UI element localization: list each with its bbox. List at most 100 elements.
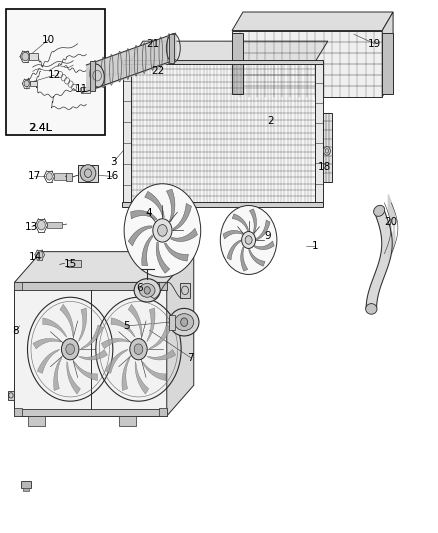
Polygon shape xyxy=(171,228,198,241)
Polygon shape xyxy=(37,349,60,374)
Polygon shape xyxy=(81,325,103,349)
Bar xyxy=(159,408,167,416)
Circle shape xyxy=(46,173,52,180)
Ellipse shape xyxy=(134,279,160,302)
Circle shape xyxy=(124,184,201,277)
Polygon shape xyxy=(256,220,270,240)
Text: 7: 7 xyxy=(187,353,194,362)
Text: 18: 18 xyxy=(318,162,331,172)
Circle shape xyxy=(242,231,255,248)
Bar xyxy=(67,260,81,266)
Polygon shape xyxy=(14,282,167,416)
Circle shape xyxy=(220,206,277,274)
Bar xyxy=(29,53,38,60)
Polygon shape xyxy=(149,325,171,349)
Polygon shape xyxy=(43,318,67,337)
Bar xyxy=(66,173,72,181)
Circle shape xyxy=(153,219,172,242)
Circle shape xyxy=(158,224,167,236)
Polygon shape xyxy=(145,191,164,217)
Bar xyxy=(232,33,243,94)
Polygon shape xyxy=(119,416,136,425)
Polygon shape xyxy=(14,282,167,290)
Ellipse shape xyxy=(175,314,194,330)
Bar xyxy=(170,315,175,329)
Circle shape xyxy=(37,251,43,259)
Polygon shape xyxy=(28,416,45,425)
Polygon shape xyxy=(60,304,74,337)
Text: 5: 5 xyxy=(124,321,130,331)
Polygon shape xyxy=(111,318,135,337)
Text: 11: 11 xyxy=(75,84,88,94)
Circle shape xyxy=(24,80,29,87)
Bar xyxy=(14,282,22,290)
Bar xyxy=(78,165,99,182)
Polygon shape xyxy=(14,252,194,282)
Polygon shape xyxy=(101,338,130,349)
Text: 4: 4 xyxy=(145,208,152,219)
Ellipse shape xyxy=(90,64,104,87)
Polygon shape xyxy=(78,350,107,360)
Polygon shape xyxy=(74,361,98,381)
Polygon shape xyxy=(241,247,248,271)
Text: 12: 12 xyxy=(48,70,61,80)
Text: 16: 16 xyxy=(106,172,119,181)
Polygon shape xyxy=(78,308,87,342)
Text: 10: 10 xyxy=(42,35,55,45)
Ellipse shape xyxy=(170,309,199,336)
Polygon shape xyxy=(250,209,257,233)
Polygon shape xyxy=(122,357,130,391)
Polygon shape xyxy=(135,361,149,394)
Text: 2: 2 xyxy=(267,116,274,126)
Polygon shape xyxy=(122,60,323,64)
Text: 20: 20 xyxy=(385,217,397,228)
Polygon shape xyxy=(223,230,243,239)
Polygon shape xyxy=(142,235,153,266)
Polygon shape xyxy=(322,113,332,182)
Circle shape xyxy=(144,287,150,294)
Polygon shape xyxy=(167,252,194,416)
Polygon shape xyxy=(14,409,167,416)
Bar xyxy=(30,81,37,86)
Polygon shape xyxy=(147,350,176,360)
Bar xyxy=(6,9,105,135)
Bar xyxy=(382,33,393,94)
Polygon shape xyxy=(130,41,328,62)
Text: 21: 21 xyxy=(146,39,159,49)
Circle shape xyxy=(66,344,74,354)
Text: 3: 3 xyxy=(110,157,117,166)
Polygon shape xyxy=(131,211,157,220)
Text: 19: 19 xyxy=(368,39,381,49)
Bar xyxy=(169,34,174,63)
Polygon shape xyxy=(122,202,323,207)
Polygon shape xyxy=(147,308,155,342)
Text: 9: 9 xyxy=(265,231,271,241)
Polygon shape xyxy=(130,62,315,203)
Circle shape xyxy=(38,220,46,230)
Polygon shape xyxy=(156,242,170,273)
Bar xyxy=(180,283,190,298)
Polygon shape xyxy=(232,30,382,97)
Text: 14: 14 xyxy=(29,252,42,262)
Circle shape xyxy=(323,147,330,155)
Polygon shape xyxy=(232,12,393,30)
Polygon shape xyxy=(249,249,265,266)
Circle shape xyxy=(181,318,187,326)
Polygon shape xyxy=(254,241,274,249)
Polygon shape xyxy=(53,357,62,391)
Bar xyxy=(8,391,14,400)
Text: 13: 13 xyxy=(25,222,39,232)
Circle shape xyxy=(130,338,147,360)
Polygon shape xyxy=(128,304,142,337)
Polygon shape xyxy=(67,361,81,394)
Bar xyxy=(23,488,29,491)
Polygon shape xyxy=(142,361,166,381)
Text: 2.4L: 2.4L xyxy=(28,123,53,133)
Text: 15: 15 xyxy=(64,260,77,269)
Text: 1: 1 xyxy=(311,241,318,252)
Polygon shape xyxy=(227,240,241,260)
Bar xyxy=(53,173,66,180)
Polygon shape xyxy=(123,60,131,206)
Ellipse shape xyxy=(139,284,155,297)
Ellipse shape xyxy=(366,304,377,314)
